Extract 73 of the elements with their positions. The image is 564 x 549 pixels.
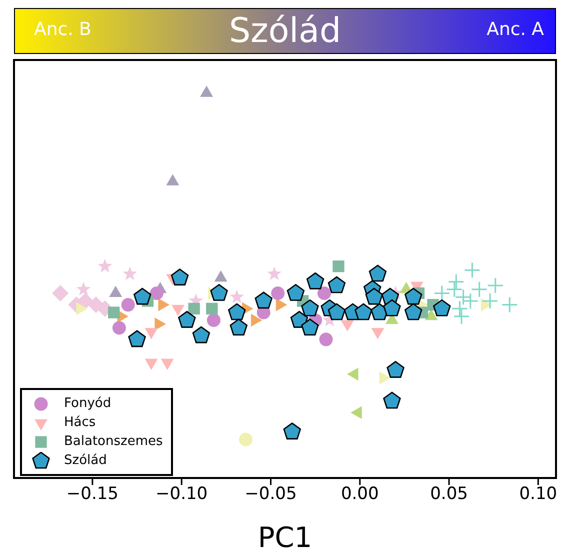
point xyxy=(434,285,450,302)
point xyxy=(76,282,91,296)
point xyxy=(283,422,301,440)
point xyxy=(328,303,346,320)
point xyxy=(239,432,253,446)
legend-label: Fonyód xyxy=(64,396,112,411)
point xyxy=(121,298,135,312)
text: Anc. A xyxy=(486,19,544,40)
point xyxy=(267,266,282,280)
point xyxy=(206,313,220,327)
point xyxy=(332,260,344,272)
point xyxy=(386,360,404,378)
point xyxy=(317,286,331,300)
point xyxy=(354,303,372,320)
point xyxy=(200,86,214,97)
legend-label: Hács xyxy=(64,415,96,430)
x-tick-label: 0.05 xyxy=(430,484,468,504)
point xyxy=(319,332,333,346)
point xyxy=(464,262,480,278)
point xyxy=(122,266,138,280)
x-tick-label: −0.15 xyxy=(66,484,118,504)
point xyxy=(453,308,470,325)
chart-title: Szólád xyxy=(228,11,342,51)
point xyxy=(128,330,146,348)
text: Anc. B xyxy=(34,19,92,40)
point xyxy=(306,272,324,290)
point xyxy=(404,303,422,320)
point xyxy=(254,292,272,309)
point xyxy=(166,174,180,186)
point xyxy=(286,284,305,301)
point xyxy=(52,285,69,302)
point xyxy=(170,268,189,286)
point xyxy=(214,270,228,282)
point xyxy=(487,277,504,294)
point xyxy=(230,290,244,304)
point xyxy=(433,299,451,316)
point xyxy=(370,303,388,320)
point xyxy=(150,286,164,300)
point xyxy=(112,321,126,335)
point xyxy=(108,306,120,318)
point xyxy=(98,258,112,272)
point xyxy=(365,288,383,305)
point xyxy=(383,299,401,316)
point xyxy=(462,292,479,310)
point xyxy=(404,288,422,305)
point xyxy=(424,308,438,320)
point xyxy=(290,310,308,328)
legend-label: Balatonszemes xyxy=(64,434,163,449)
point xyxy=(188,302,200,314)
point xyxy=(228,303,246,320)
point xyxy=(134,288,152,305)
x-tick-label: −0.10 xyxy=(156,484,208,504)
point xyxy=(451,300,468,317)
point xyxy=(482,292,498,310)
point xyxy=(206,302,218,314)
point xyxy=(301,299,319,316)
point xyxy=(328,276,346,294)
point xyxy=(383,392,401,409)
point xyxy=(210,284,228,301)
point xyxy=(448,273,464,290)
point xyxy=(178,310,196,328)
x-tick-label: 0.00 xyxy=(340,484,379,504)
x-axis-title: PC1 xyxy=(258,521,312,549)
point xyxy=(471,281,488,298)
point xyxy=(501,296,518,314)
point xyxy=(192,326,210,344)
legend-label: Szólád xyxy=(64,453,107,468)
point xyxy=(301,318,319,336)
point xyxy=(368,264,387,282)
x-tick-label: 0.10 xyxy=(519,484,558,504)
point xyxy=(271,286,285,300)
point xyxy=(230,318,248,336)
x-tick-label: −0.05 xyxy=(244,484,297,504)
